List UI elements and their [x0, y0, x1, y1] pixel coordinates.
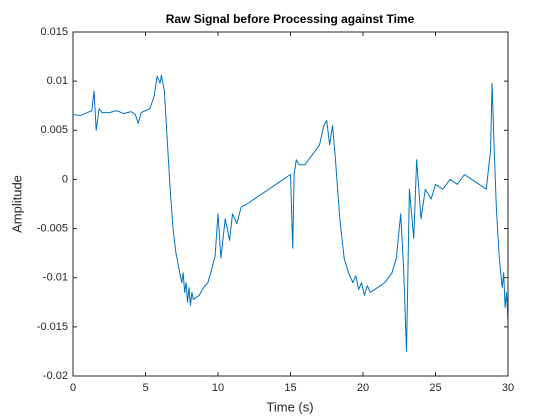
x-tick-label: 5 [142, 382, 148, 394]
x-axis-label: Time (s) [266, 399, 313, 414]
chart-title: Raw Signal before Processing against Tim… [166, 12, 415, 26]
y-tick-label: -0.015 [37, 321, 68, 333]
x-tick-label: 25 [429, 382, 441, 394]
x-tick-label: 20 [357, 382, 369, 394]
x-tick-label: 10 [212, 382, 224, 394]
y-tick-label: 0.005 [40, 124, 68, 136]
x-tick-label: 0 [70, 382, 76, 394]
y-tick-label: -0.005 [37, 222, 68, 234]
axes-box [72, 31, 509, 377]
y-axis-label: Amplitude [9, 175, 24, 233]
y-tick-label: 0.01 [47, 75, 68, 87]
y-tick-label: 0 [62, 173, 68, 185]
y-tick-label: 0.015 [40, 26, 68, 38]
x-tick-label: 15 [284, 382, 296, 394]
plot-area [73, 32, 508, 376]
y-tick-label: -0.01 [43, 272, 68, 284]
y-tick-label: -0.02 [43, 370, 68, 382]
x-tick-label: 30 [502, 382, 514, 394]
signal-line [72, 74, 509, 352]
